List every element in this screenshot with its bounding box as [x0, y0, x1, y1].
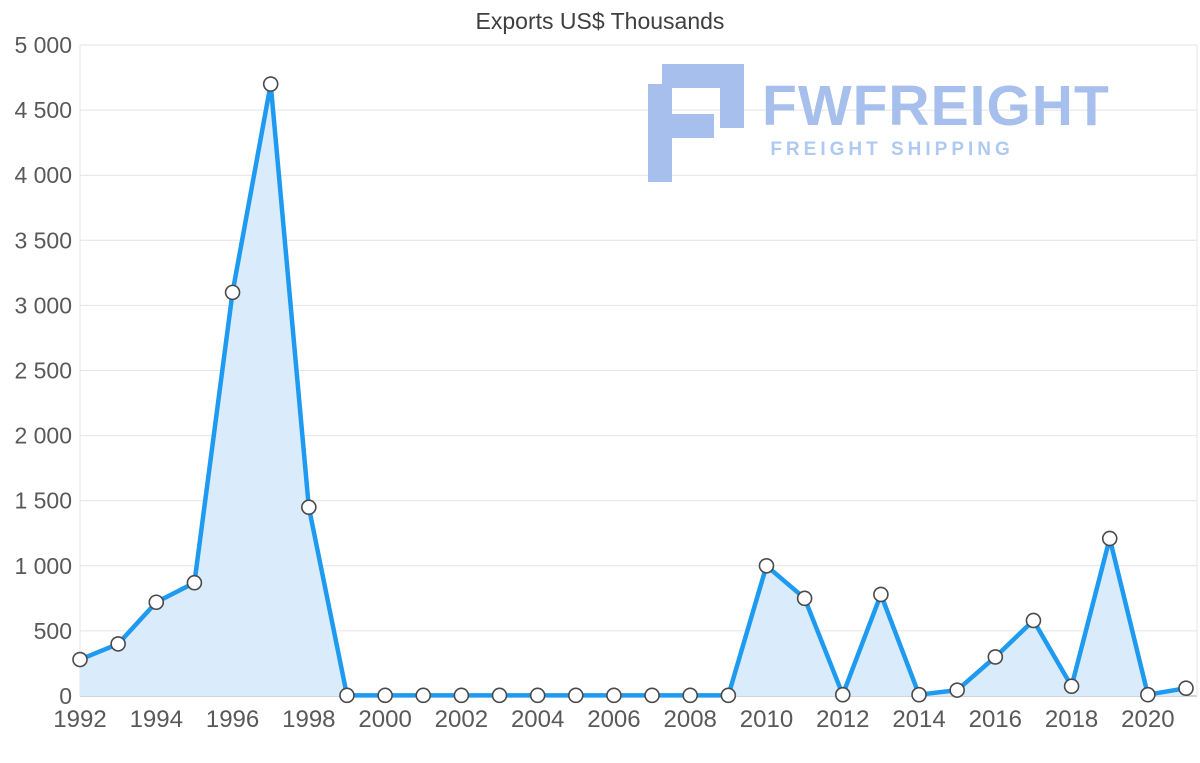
data-point-marker — [415, 687, 432, 704]
x-axis-tick-label: 2016 — [969, 706, 1022, 733]
data-point-marker — [682, 687, 699, 704]
x-axis-tick-label: 1994 — [130, 706, 183, 733]
data-point-marker — [224, 284, 241, 301]
x-axis-tick-label: 2004 — [511, 706, 564, 733]
x-axis-tick-label: 2008 — [664, 706, 717, 733]
data-point-marker — [1140, 686, 1156, 703]
y-axis-tick-label: 2 500 — [14, 358, 72, 384]
x-axis-tick-label: 2006 — [587, 706, 640, 733]
x-axis-tick-label: 2002 — [435, 706, 488, 733]
y-axis-tick-label: 1 500 — [14, 488, 72, 514]
x-axis-tick-label: 1998 — [282, 706, 335, 733]
data-point-marker — [262, 76, 279, 92]
x-axis-tick-label: 2000 — [358, 706, 411, 733]
y-axis-tick-label: 5 000 — [14, 32, 72, 58]
x-axis-tick-label: 2012 — [816, 706, 869, 733]
x-axis-tick-label: 2010 — [740, 706, 793, 733]
data-point-marker — [110, 636, 126, 652]
data-point-marker — [148, 594, 165, 611]
data-point-marker — [377, 687, 393, 704]
data-point-marker — [949, 682, 965, 698]
y-axis-tick-label: 0 — [59, 683, 72, 709]
x-axis-tick-label: 2018 — [1045, 706, 1098, 733]
chart-title: Exports US$ Thousands — [475, 8, 725, 34]
data-point-marker — [567, 687, 584, 704]
data-point-marker — [644, 687, 660, 704]
data-point-marker — [1063, 678, 1080, 695]
data-point-marker — [911, 686, 927, 703]
data-point-marker — [72, 651, 88, 668]
data-point-marker — [453, 687, 470, 704]
y-axis-tick-label: 3 500 — [14, 227, 72, 253]
y-axis-tick-label: 2 000 — [14, 423, 72, 449]
data-point-marker — [834, 686, 851, 703]
data-point-marker — [1178, 680, 1194, 696]
data-point-marker — [1025, 612, 1042, 629]
x-axis-tick-label: 1992 — [53, 706, 106, 733]
y-axis-tick-label: 3 000 — [14, 292, 72, 318]
y-axis-tick-label: 1 000 — [14, 553, 72, 579]
data-point-marker — [720, 687, 737, 704]
x-axis-tick-label: 2020 — [1121, 706, 1174, 733]
y-axis-tick-label: 500 — [34, 618, 72, 644]
data-point-marker — [339, 687, 355, 704]
x-axis-tick-label: 1996 — [206, 706, 259, 733]
data-point-marker — [1101, 530, 1118, 547]
series-line — [77, 81, 1189, 698]
data-point-marker — [987, 649, 1004, 665]
data-point-marker — [758, 557, 775, 574]
data-point-marker — [491, 687, 508, 704]
data-point-marker — [529, 687, 546, 704]
y-axis-tick-label: 4 000 — [14, 162, 72, 188]
data-point-marker — [301, 499, 317, 516]
area-fill — [80, 84, 1186, 696]
data-point-marker — [186, 574, 203, 591]
data-point-marker — [606, 687, 622, 704]
data-point-marker — [796, 590, 813, 607]
y-axis-tick-label: 4 500 — [14, 97, 72, 123]
x-axis-tick-label: 2014 — [892, 706, 945, 733]
data-point-marker — [873, 586, 889, 603]
